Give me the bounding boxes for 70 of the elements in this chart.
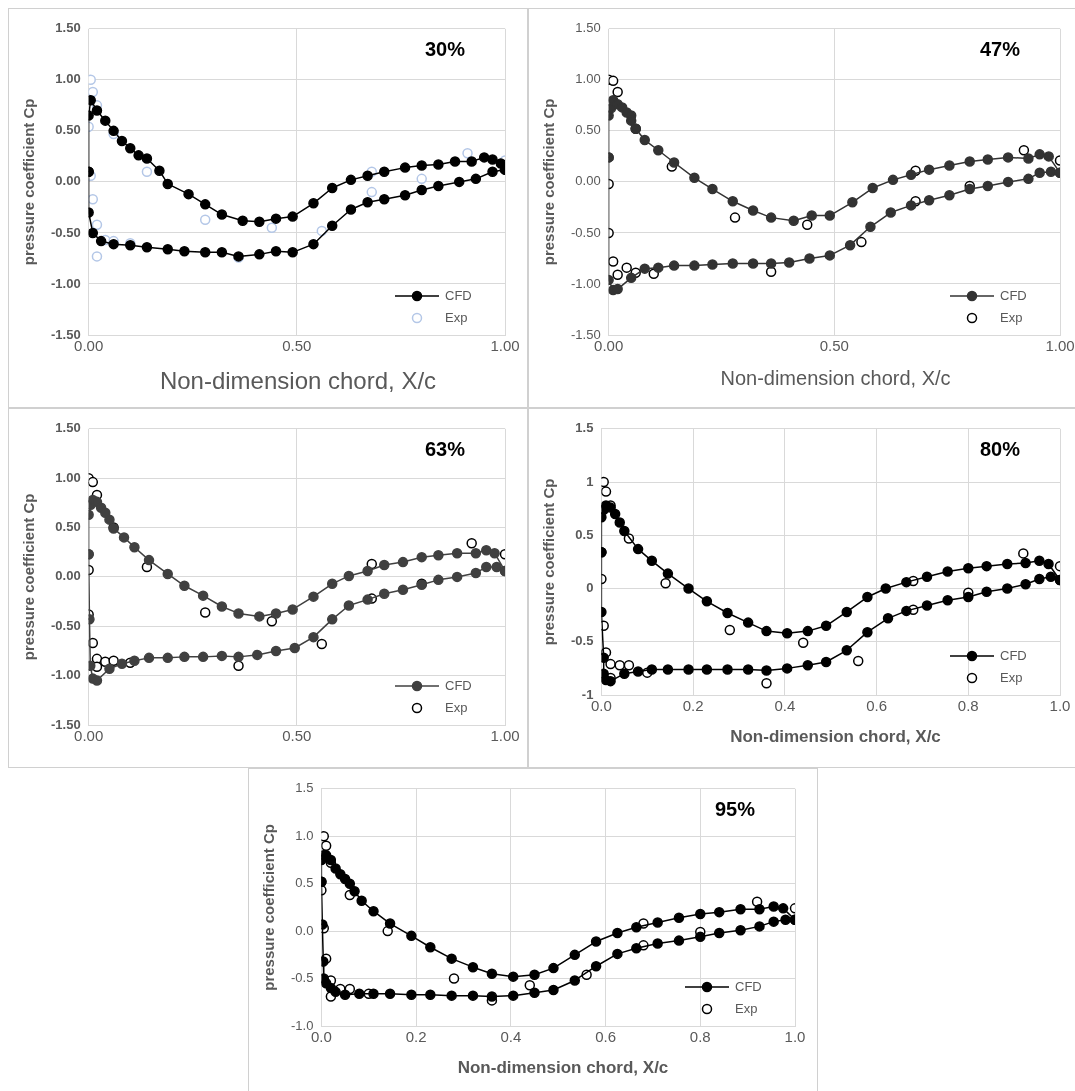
y-tick-label: 1.0 xyxy=(295,827,314,843)
y-tick-label: 1.00 xyxy=(575,71,601,87)
y-tick-label: -1 xyxy=(581,686,594,702)
legend-label: Exp xyxy=(1000,309,1023,325)
y-tick-label: -1.50 xyxy=(570,326,601,342)
y-tick-label: -0.50 xyxy=(50,617,81,633)
y-axis-title: pressure coefficient Cp xyxy=(260,824,278,991)
y-tick-label: 0.00 xyxy=(55,173,81,189)
text: 80% xyxy=(979,438,1021,461)
y-tick-label: -0.5 xyxy=(290,970,314,986)
x-tick-label: 0.8 xyxy=(957,697,979,715)
y-tick-label: 0.00 xyxy=(55,568,81,584)
y-tick-label: 0.5 xyxy=(295,875,314,891)
x-tick-label: 0.2 xyxy=(405,1028,427,1046)
text: 63% xyxy=(424,438,466,461)
y-tick-label: 0.00 xyxy=(575,173,601,189)
y-tick-label: 1.00 xyxy=(55,71,81,87)
x-tick-label: 1.00 xyxy=(490,727,520,745)
y-tick-label: 1 xyxy=(586,473,594,489)
text: 95% xyxy=(714,798,756,821)
x-axis-title: Non-dimension chord, X/c xyxy=(158,367,438,395)
x-tick-label: 0.4 xyxy=(774,697,796,715)
y-axis-title: pressure coefficient Cp xyxy=(20,98,38,266)
legend-label: Exp xyxy=(445,309,468,325)
y-tick-label: -1.00 xyxy=(50,667,81,683)
text: 30% xyxy=(424,38,466,61)
x-tick-label: 1.0 xyxy=(784,1028,806,1046)
y-tick-label: -0.50 xyxy=(50,224,81,240)
y-tick-label: 1.00 xyxy=(55,469,81,485)
x-tick-label: 1.0 xyxy=(1049,697,1071,715)
y-tick-label: 0.5 xyxy=(575,526,594,542)
y-tick-label: 1.50 xyxy=(575,20,601,36)
y-tick-label: -0.5 xyxy=(570,633,594,649)
y-axis-title: pressure coefficient Cp xyxy=(20,493,38,661)
y-tick-label: 1.50 xyxy=(55,20,81,36)
x-tick-label: 0.50 xyxy=(819,337,849,355)
text: 47% xyxy=(979,38,1021,61)
y-tick-label: 0.50 xyxy=(575,122,601,138)
y-tick-label: 0 xyxy=(586,580,594,596)
x-axis-title: Non-dimension chord, X/c xyxy=(456,1058,670,1078)
y-axis-title: pressure coefficient Cp xyxy=(540,478,558,646)
legend-label: Exp xyxy=(735,1000,758,1016)
legend-label: CFD xyxy=(1000,647,1027,663)
y-axis-title: pressure coefficient Cp xyxy=(540,98,558,266)
x-tick-label: 0.4 xyxy=(500,1028,522,1046)
x-tick-label: 0.6 xyxy=(866,697,887,715)
legend-label: CFD xyxy=(1000,287,1027,303)
x-tick-label: 0.6 xyxy=(595,1028,616,1046)
y-tick-label: 1.5 xyxy=(295,780,314,796)
y-tick-label: 0.0 xyxy=(295,922,314,938)
x-axis-title: Non-dimension chord, X/c xyxy=(729,727,942,747)
legend-label: CFD xyxy=(445,677,472,693)
y-tick-label: -1.00 xyxy=(50,275,81,291)
y-tick-label: -1.50 xyxy=(50,716,81,732)
legend-label: Exp xyxy=(445,699,468,715)
x-tick-label: 0.8 xyxy=(689,1028,711,1046)
y-tick-label: 0.50 xyxy=(55,519,81,535)
y-tick-label: 0.50 xyxy=(55,122,81,138)
x-tick-label: 1.00 xyxy=(1045,337,1075,355)
legend-label: Exp xyxy=(1000,669,1023,685)
y-tick-label: 1.50 xyxy=(55,420,81,436)
y-tick-label: -0.50 xyxy=(570,224,601,240)
x-tick-label: 0.2 xyxy=(682,697,704,715)
legend-label: CFD xyxy=(445,287,472,303)
y-tick-label: 1.5 xyxy=(575,420,594,436)
y-tick-label: -1.00 xyxy=(570,275,601,291)
legend-label: CFD xyxy=(735,978,762,994)
x-axis-title: Non-dimension chord, X/c xyxy=(719,367,952,390)
x-tick-label: 1.00 xyxy=(490,337,520,355)
y-tick-label: -1.50 xyxy=(50,326,81,342)
